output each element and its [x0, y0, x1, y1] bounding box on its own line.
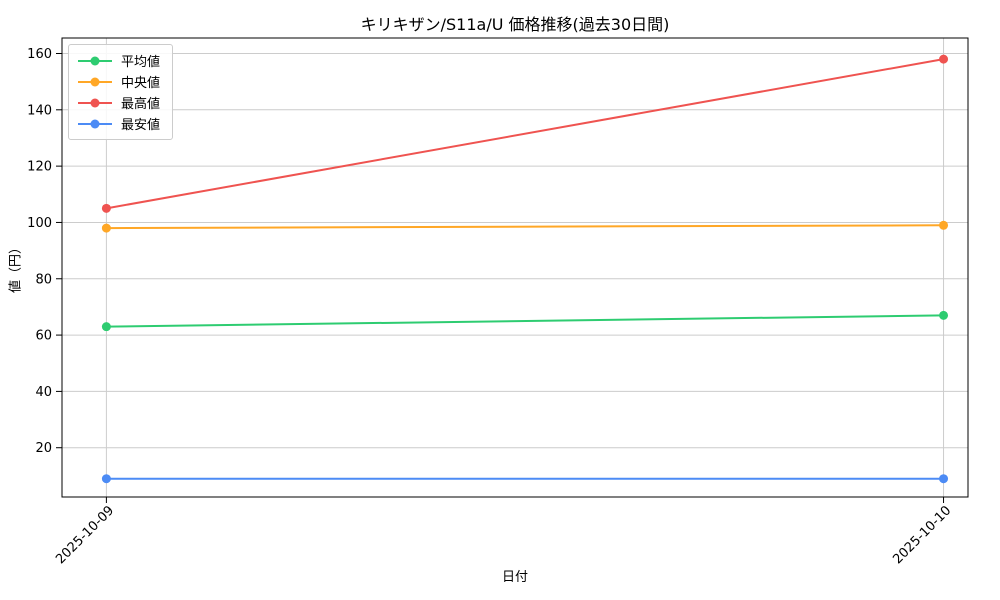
legend-item: 平均値 [77, 50, 160, 71]
data-point [939, 310, 949, 320]
y-tick-label: 160 [27, 47, 52, 62]
y-tick-label: 60 [35, 329, 52, 344]
legend-item: 最安値 [77, 113, 160, 134]
legend-item: 中央値 [77, 71, 160, 92]
legend: 平均値中央値最高値最安値 [68, 44, 174, 140]
y-tick-label: 20 [35, 441, 52, 456]
legend-marker [78, 119, 112, 128]
data-point [101, 223, 111, 233]
legend-label: 中央値 [121, 76, 161, 91]
x-axis-label: 日付 [501, 570, 528, 585]
chart-title: キリキザン/S11a/U 価格推移(過去30日間) [360, 15, 670, 34]
legend-item: 最高値 [77, 92, 160, 113]
y-tick-label: 40 [35, 385, 52, 400]
legend-label: 平均値 [121, 55, 161, 70]
y-tick-label: 100 [27, 216, 52, 231]
x-tick-label: 2025-10-10 [890, 503, 954, 567]
data-point [101, 203, 111, 213]
data-point [939, 220, 949, 230]
series-line [106, 314, 944, 328]
data-point [101, 474, 111, 484]
legend-marker [78, 98, 112, 107]
legend-marker [78, 77, 112, 86]
series-line [106, 224, 944, 230]
y-tick-label: 120 [27, 160, 52, 175]
legend-label: 最高値 [121, 97, 161, 112]
y-tick-label: 80 [35, 272, 52, 287]
data-point [939, 474, 949, 484]
plot-frame [61, 37, 969, 498]
y-tick-label: 140 [27, 103, 52, 118]
data-point [939, 54, 949, 64]
data-point [101, 322, 111, 332]
legend-label: 最安値 [121, 118, 161, 133]
series-line [106, 58, 944, 210]
x-tick-label: 2025-10-09 [53, 503, 117, 567]
legend-marker [78, 56, 112, 65]
